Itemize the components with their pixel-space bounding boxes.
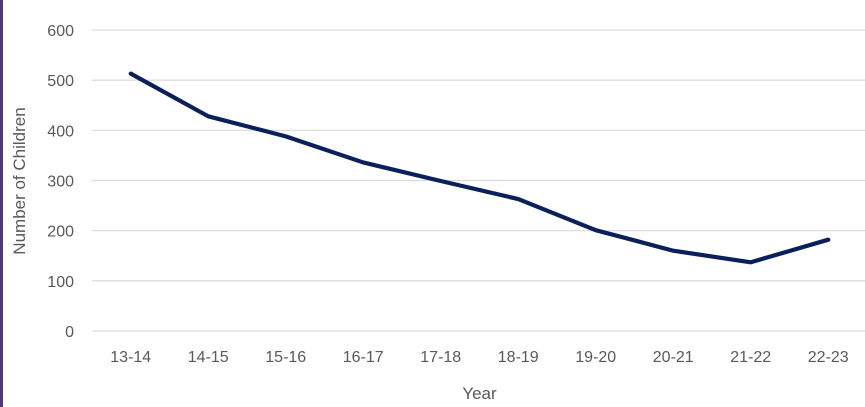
- y-tick-label: 300: [47, 174, 74, 191]
- y-tick-label: 600: [47, 23, 74, 40]
- y-tick-label: 0: [65, 324, 74, 341]
- gridlines: [92, 29, 865, 332]
- y-axis-title: Number of Children: [10, 107, 29, 254]
- line-chart: 0 100 200 300 400 500 600 13-14 14-15 15-16 16-17…: [10, 23, 865, 403]
- series-line: [128, 71, 831, 265]
- x-axis-ticks: 13-14 14-15 15-16 16-17 17-18 18-19 19-20 20-21…: [110, 349, 849, 366]
- y-tick-label: 400: [47, 123, 74, 140]
- x-axis-title: Year: [462, 384, 497, 403]
- x-tick-label: 14-15: [188, 349, 229, 366]
- y-tick-label: 500: [47, 73, 74, 90]
- x-tick-label: 17-18: [420, 349, 461, 366]
- x-tick-label: 15-16: [265, 349, 306, 366]
- x-tick-label: 20-21: [653, 349, 694, 366]
- y-axis-ticks: 0 100 200 300 400 500 600: [47, 23, 74, 341]
- x-tick-label: 18-19: [498, 349, 539, 366]
- x-tick-label: 13-14: [110, 349, 151, 366]
- y-tick-label: 100: [47, 274, 74, 291]
- x-tick-label: 22-23: [808, 349, 849, 366]
- y-tick-label: 200: [47, 224, 74, 241]
- x-tick-label: 21-22: [730, 349, 771, 366]
- x-tick-label: 16-17: [343, 349, 384, 366]
- x-tick-label: 19-20: [575, 349, 616, 366]
